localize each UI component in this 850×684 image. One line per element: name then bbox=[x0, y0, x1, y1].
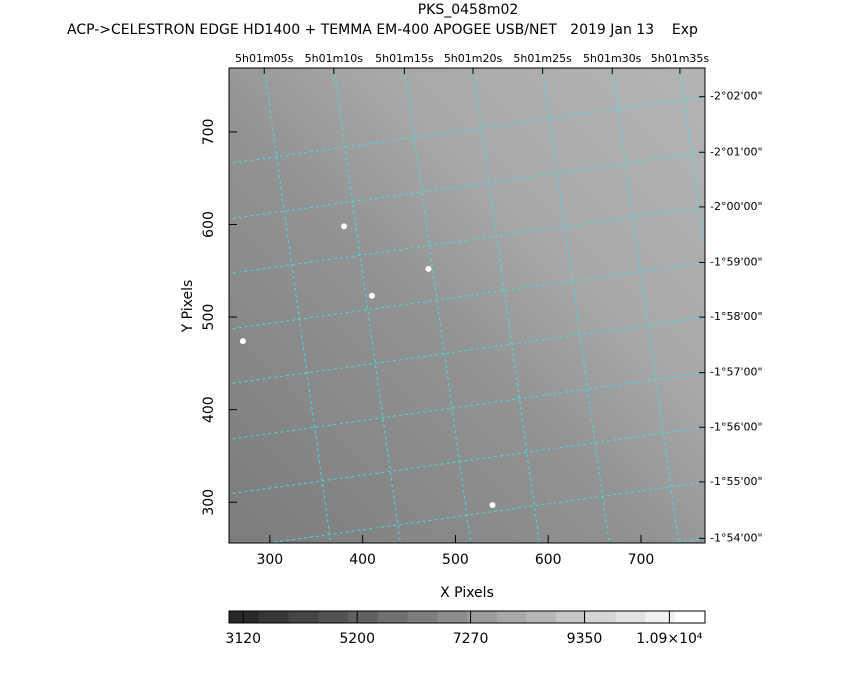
dec-tick-label: -2°02'00" bbox=[710, 90, 763, 103]
x-tick-label: 500 bbox=[442, 552, 469, 568]
colorbar-tick-label: 7270 bbox=[453, 631, 489, 647]
dec-tick-label: -1°59'00" bbox=[710, 255, 763, 268]
ra-tick-label: 5h01m35s bbox=[651, 52, 710, 65]
dec-tick-label: -2°01'00" bbox=[710, 145, 763, 158]
y-tick-label: 500 bbox=[201, 304, 217, 331]
dec-grid-line bbox=[229, 316, 705, 385]
ra-tick-label: 5h01m25s bbox=[513, 52, 572, 65]
dec-grid-line bbox=[229, 151, 705, 220]
chart-title: PKS_0458m02 bbox=[418, 2, 519, 18]
ra-tick-label: 5h01m20s bbox=[444, 52, 503, 65]
colorbar-tick-label: 9350 bbox=[567, 631, 603, 647]
chart-subtitle: ACP->CELESTRON EDGE HD1400 + TEMMA EM-40… bbox=[67, 22, 698, 38]
y-tick-label: 600 bbox=[201, 211, 217, 238]
ra-tick-label: 5h01m15s bbox=[375, 52, 434, 65]
ra-grid-line bbox=[263, 68, 332, 543]
colorbar-segment bbox=[258, 611, 289, 623]
ra-grid-line bbox=[542, 68, 610, 543]
dec-grid-line bbox=[229, 261, 705, 330]
dec-grid-line bbox=[229, 206, 705, 275]
ra-tick-label: 5h01m30s bbox=[583, 52, 642, 65]
colorbar-segment bbox=[675, 611, 706, 623]
ra-grid-line bbox=[472, 68, 541, 543]
ra-grid-line bbox=[611, 68, 680, 543]
colorbar-segment bbox=[496, 611, 527, 623]
x-tick-label: 300 bbox=[256, 552, 283, 568]
plot-frame bbox=[228, 67, 706, 544]
source bbox=[341, 223, 348, 230]
dec-tick-label: -1°58'00" bbox=[710, 310, 763, 323]
ra-tick-label: 5h01m10s bbox=[305, 52, 364, 65]
x-axis-label: X Pixels bbox=[440, 585, 494, 601]
ra-tick-label: 5h01m05s bbox=[235, 52, 294, 65]
colorbar-segment bbox=[288, 611, 319, 623]
ra-grid-line bbox=[679, 68, 705, 251]
colorbar-segment bbox=[467, 611, 498, 623]
dec-grid-line bbox=[229, 96, 705, 164]
y-tick-label: 700 bbox=[201, 119, 217, 146]
colorbar-segment bbox=[645, 611, 676, 623]
y-tick-label: 400 bbox=[201, 396, 217, 423]
source bbox=[489, 502, 496, 509]
colorbar-segment bbox=[556, 611, 587, 623]
dec-tick-label: -1°57'00" bbox=[710, 366, 763, 379]
x-tick-label: 600 bbox=[535, 552, 562, 568]
y-axis-label: Y Pixels bbox=[180, 280, 196, 334]
colorbar-segment bbox=[437, 611, 468, 623]
source bbox=[425, 265, 432, 272]
colorbar-segment bbox=[586, 611, 617, 623]
colorbar-tick-label: 3120 bbox=[225, 631, 261, 647]
colorbar-tick-label: 1.09×10⁴ bbox=[636, 631, 703, 647]
dec-grid-line bbox=[229, 372, 705, 440]
image bbox=[229, 68, 705, 543]
ra-grid-line bbox=[403, 68, 472, 543]
source bbox=[239, 338, 246, 345]
colorbar-segment bbox=[348, 611, 379, 623]
colorbar-frame bbox=[228, 610, 706, 624]
dec-tick-label: -1°56'00" bbox=[710, 420, 763, 433]
colorbar-segment bbox=[318, 611, 349, 623]
ra-grid-line bbox=[333, 68, 401, 543]
colorbar-tick-label: 5200 bbox=[339, 631, 375, 647]
colorbar-segment bbox=[229, 611, 260, 623]
dec-tick-label: -1°55'00" bbox=[710, 475, 763, 488]
colorbar-segment bbox=[526, 611, 557, 623]
x-tick-label: 400 bbox=[349, 552, 376, 568]
colorbar-segment bbox=[407, 611, 438, 623]
dec-tick-label: -2°00'00" bbox=[710, 200, 763, 213]
dec-grid-line bbox=[229, 426, 705, 495]
dec-tick-label: -1°54'00" bbox=[710, 531, 763, 544]
dec-grid-line bbox=[264, 481, 705, 543]
source bbox=[368, 292, 375, 299]
colorbar-segment bbox=[615, 611, 646, 623]
x-tick-label: 700 bbox=[628, 552, 655, 568]
colorbar-segment bbox=[377, 611, 408, 623]
y-tick-label: 300 bbox=[201, 489, 217, 516]
